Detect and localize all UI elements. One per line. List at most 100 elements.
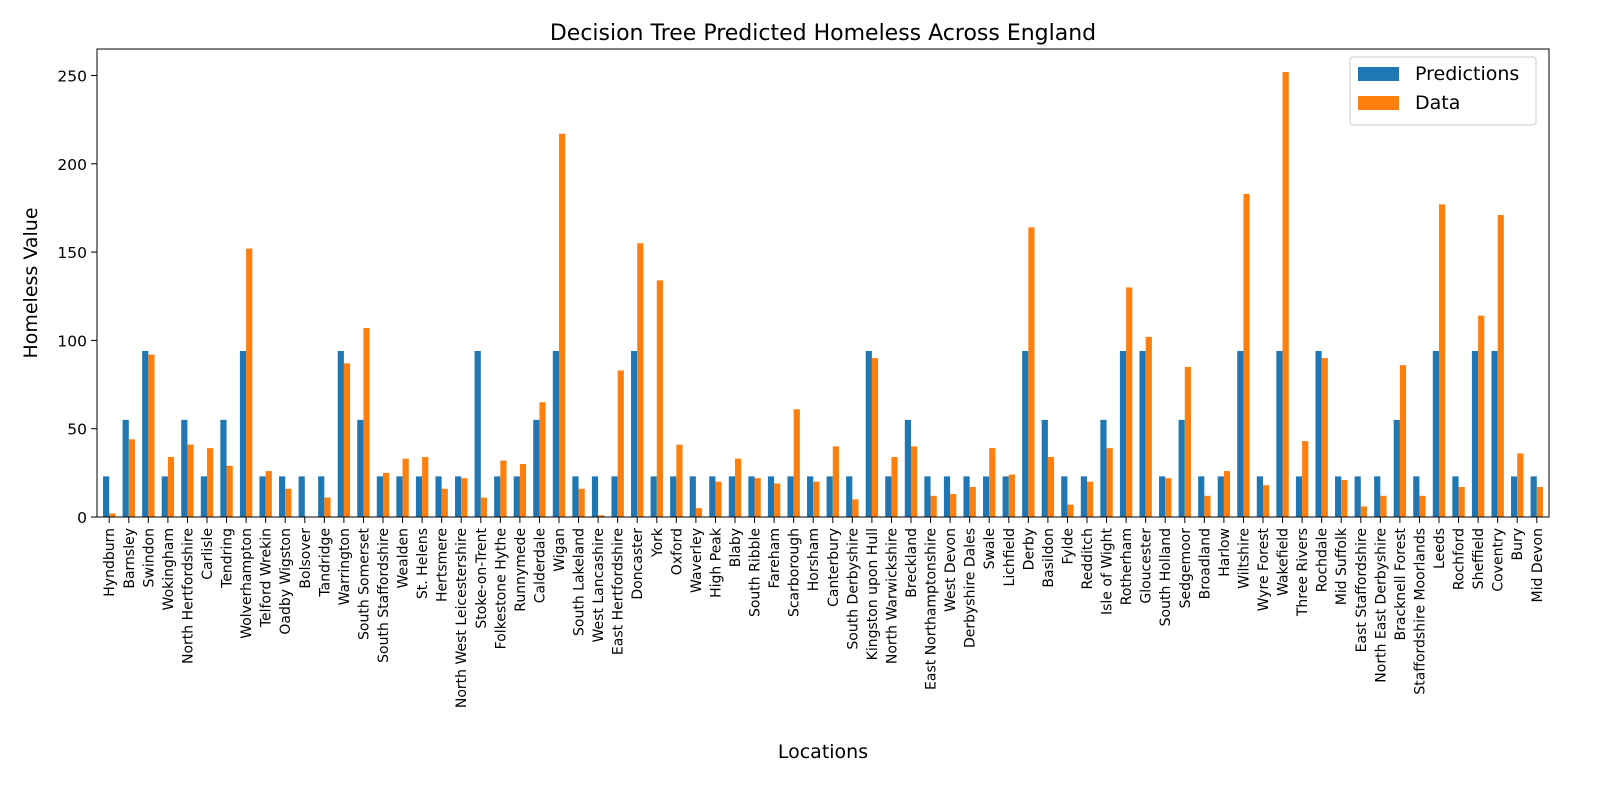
bar-data-5 [207,448,214,517]
bar-data-47 [1028,227,1035,517]
bar-predictions-38 [846,476,853,517]
bar-data-51 [1106,448,1113,517]
x-tick-label: Hyndburn [102,528,118,597]
bar-data-2 [148,354,155,517]
bar-predictions-66 [1393,419,1400,517]
x-tick-label: North Hertfordshire [180,528,196,664]
bar-predictions-70 [1471,350,1479,517]
bar-data-69 [1458,486,1465,517]
bar-predictions-69 [1452,476,1459,517]
x-tick-label: Bury [1510,528,1526,561]
bar-predictions-37 [826,476,833,517]
bar-data-40 [891,456,898,517]
bar-predictions-40 [885,476,892,517]
x-tick-label: Lichfield [1002,528,1018,586]
x-tick-label: Bolsover [298,528,314,589]
bar-data-38 [852,499,859,517]
bar-data-65 [1380,495,1387,517]
bar-predictions-72 [1511,476,1518,517]
bar-data-72 [1517,453,1524,517]
bar-predictions-13 [357,419,364,517]
bar-data-62 [1321,358,1328,517]
bar-predictions-67 [1413,476,1420,517]
bar-predictions-16 [415,476,423,517]
x-tick-label: Oadby Wigston [278,528,294,635]
bar-predictions-29 [670,476,677,517]
x-tick-label: Derby [1021,528,1037,570]
bar-data-64 [1360,506,1367,517]
x-tick-label: Wealden [396,528,412,588]
bar-data-20 [500,460,507,517]
bar-predictions-5 [200,476,207,517]
y-axis-title: Homeless Value [20,207,42,358]
bar-predictions-6 [220,419,227,517]
bar-predictions-63 [1335,476,1342,517]
bar-data-54 [1165,478,1172,517]
bar-predictions-46 [1002,476,1009,517]
x-tick-label: Folkestone Hythe [493,528,509,649]
bar-data-68 [1439,204,1446,517]
bar-data-3 [167,456,175,517]
x-tick-label: East Staffordshire [1354,528,1370,652]
bar-data-49 [1067,504,1074,517]
x-tick-label: Stoke-on-Trent [474,528,490,629]
bar-predictions-51 [1100,419,1107,517]
x-tick-label: Wokingham [161,528,177,610]
bar-data-60 [1282,71,1289,518]
bar-predictions-41 [904,419,911,517]
bar-predictions-68 [1432,350,1439,517]
bar-data-15 [402,458,409,517]
x-tick-label: West Devon [943,528,959,612]
bars-group [103,71,1543,518]
x-tick-label: Wiltshire [1236,528,1252,589]
bar-data-57 [1223,471,1231,517]
x-tick-label: Wigan [552,528,568,572]
x-tick-label: Staffordshire Moorlands [1412,528,1428,695]
x-tick-label: Oxford [669,528,685,575]
bar-predictions-20 [494,476,501,517]
bar-predictions-44 [963,476,970,517]
bar-predictions-24 [572,476,579,517]
bar-predictions-12 [337,350,344,517]
bar-data-73 [1536,486,1543,517]
bar-data-55 [1184,366,1191,517]
bar-predictions-47 [1022,350,1029,517]
x-tick-label: Sedgemoor [1178,528,1194,609]
bar-predictions-2 [142,350,149,517]
bar-data-30 [695,508,703,517]
bar-predictions-35 [787,476,794,517]
bar-data-42 [930,495,937,517]
bar-data-0 [109,513,116,517]
bar-predictions-17 [435,476,442,517]
y-tick-label: 50 [67,421,87,439]
bar-predictions-58 [1237,350,1244,517]
bar-data-26 [617,370,624,517]
bar-predictions-54 [1159,476,1166,517]
bar-data-11 [324,497,331,517]
bar-data-16 [422,456,429,517]
bar-data-32 [735,458,742,517]
y-tick-label: 0 [77,509,87,527]
bar-data-14 [383,472,390,517]
bar-predictions-32 [728,476,735,517]
bar-predictions-27 [631,350,638,517]
bar-predictions-56 [1198,476,1205,517]
bar-predictions-0 [103,476,110,517]
bar-predictions-50 [1080,476,1087,517]
x-tick-label: Fylde [1060,528,1076,564]
bar-data-50 [1087,481,1094,517]
bar-data-34 [774,483,781,517]
bar-data-25 [598,515,605,517]
x-tick-label: Horsham [806,528,822,591]
bar-data-41 [911,446,918,517]
legend-swatch-predictions [1358,67,1399,81]
bar-data-44 [969,486,976,517]
bar-predictions-28 [650,476,657,517]
bar-predictions-49 [1061,476,1068,517]
bar-predictions-22 [533,419,540,517]
x-tick-label: South Holland [1158,528,1174,626]
bar-predictions-36 [807,476,814,517]
bar-data-37 [832,446,839,517]
bar-data-63 [1341,479,1348,517]
